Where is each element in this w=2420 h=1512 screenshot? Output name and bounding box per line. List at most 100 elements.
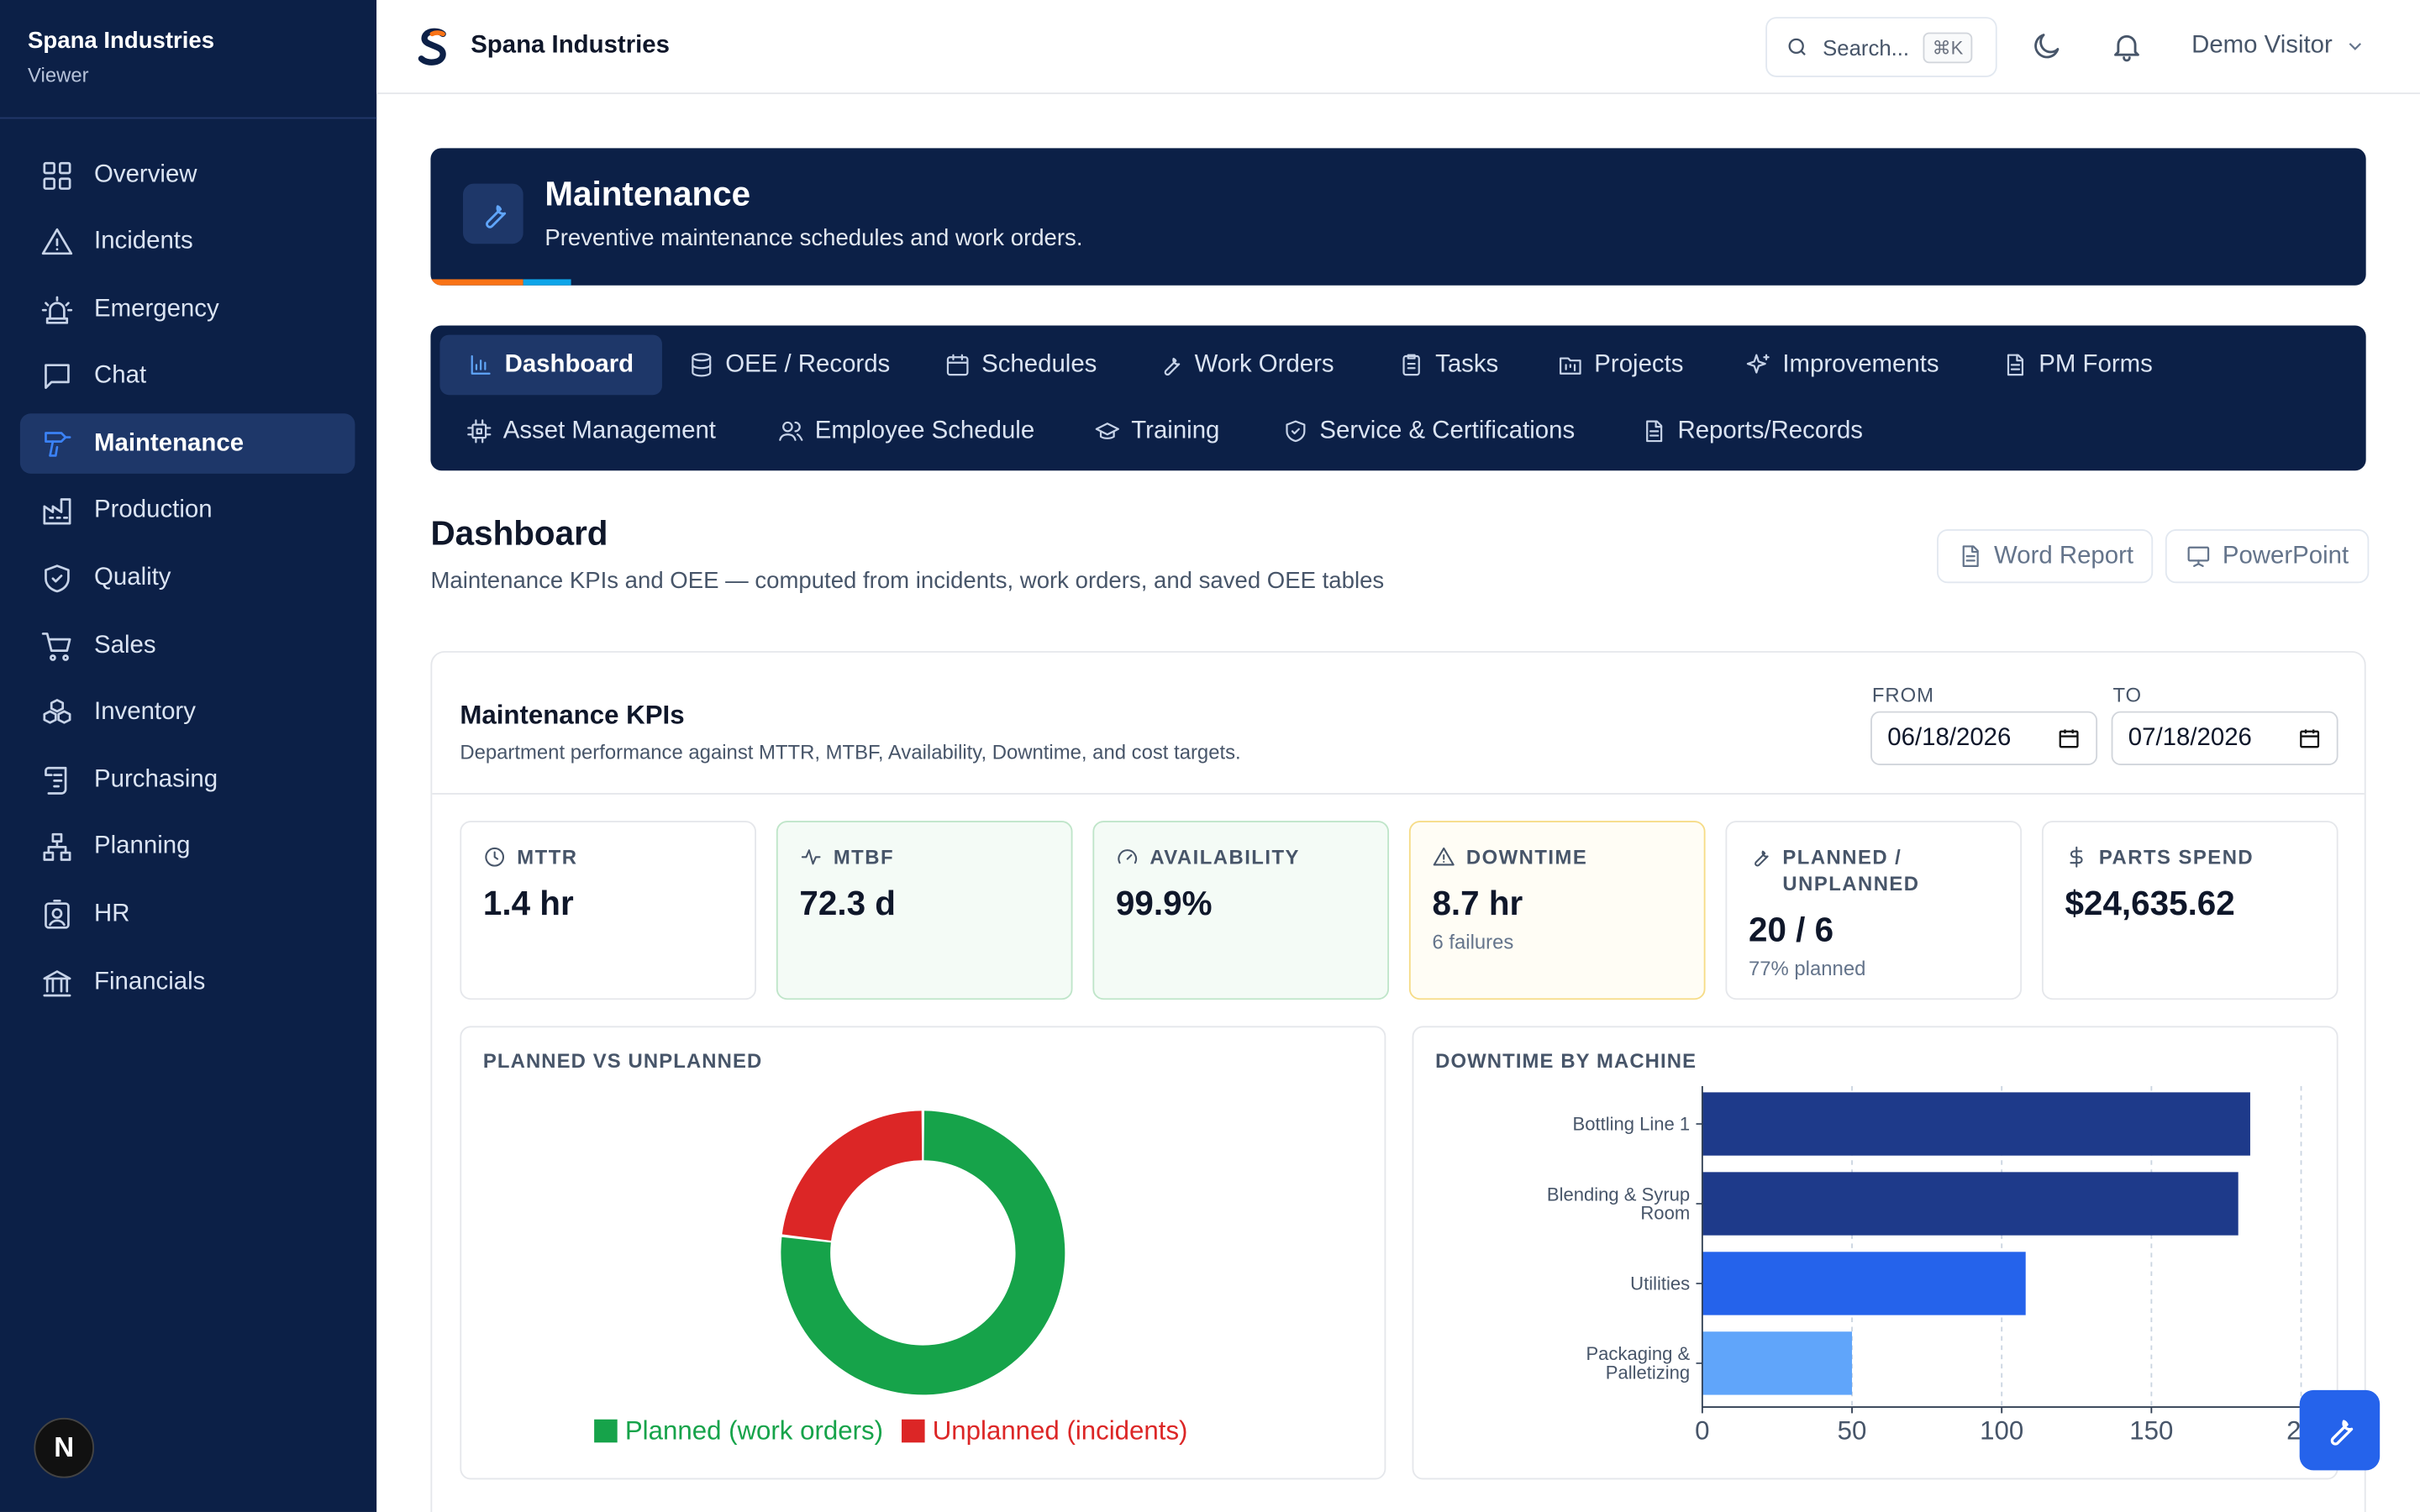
search-placeholder: Search... bbox=[1823, 34, 1910, 60]
kpi-value: 20 / 6 bbox=[1748, 910, 1834, 949]
chart-title: PLANNED VS UNPLANNED bbox=[482, 1048, 763, 1073]
sidebar-user-role: Viewer bbox=[28, 63, 89, 87]
sidebar-item-chat[interactable]: Chat bbox=[20, 347, 355, 407]
kpi-planned-unplanned: PLANNED / UNPLANNED 20 / 6 77% planned bbox=[1725, 821, 2023, 1000]
scroll-icon bbox=[45, 766, 67, 795]
kpi-mtbf: MTBF 72.3 d bbox=[776, 821, 1073, 1000]
sidebar-item-overview[interactable]: Overview bbox=[20, 145, 355, 206]
bar[interactable] bbox=[1702, 1331, 1853, 1395]
word-report-button[interactable]: Word Report bbox=[1937, 528, 2154, 584]
sidebar-item-label: Maintenance bbox=[94, 430, 245, 457]
tab-pm-forms[interactable]: PM Forms bbox=[1974, 335, 2181, 396]
kpi-label-row: PARTS SPEND bbox=[2065, 844, 2316, 870]
database-icon bbox=[692, 353, 712, 377]
tab-label: Employee Schedule bbox=[814, 417, 1035, 444]
kpi-label-row: PLANNED / UNPLANNED bbox=[1749, 844, 1999, 896]
alert-triangle-icon bbox=[41, 228, 73, 255]
presentation-icon bbox=[2187, 546, 2210, 567]
to-label: TO bbox=[2112, 683, 2143, 707]
grid-icon bbox=[43, 160, 71, 189]
tab-label: Training bbox=[1131, 417, 1220, 444]
tab-service-certifications[interactable]: Service & Certifications bbox=[1255, 402, 1602, 462]
search-icon bbox=[1788, 38, 1806, 56]
avatar[interactable]: N bbox=[34, 1417, 95, 1478]
user-menu[interactable]: Demo Visitor bbox=[2191, 33, 2366, 60]
kpi-label: MTBF bbox=[833, 845, 895, 869]
from-label: FROM bbox=[1871, 683, 1934, 707]
sidebar-item-label: Overview bbox=[94, 160, 197, 188]
gauge-icon bbox=[1118, 849, 1138, 864]
file-text-icon bbox=[1962, 545, 1979, 567]
kpi-label: AVAILABILITY bbox=[1150, 845, 1300, 869]
search-input[interactable]: Search... ⌘K bbox=[1765, 17, 1997, 77]
sidebar-item-incidents[interactable]: Incidents bbox=[20, 213, 355, 273]
kpi-label: DOWNTIME bbox=[1465, 845, 1588, 869]
id-badge-icon bbox=[45, 900, 70, 929]
sidebar-item-hr[interactable]: HR bbox=[20, 885, 355, 945]
card-subtitle: Department performance against MTTR, MTB… bbox=[460, 740, 1241, 764]
section-subtitle: Maintenance KPIs and OEE — computed from… bbox=[430, 567, 1385, 595]
maintenance-fab-button[interactable] bbox=[2299, 1389, 2381, 1471]
folder-kanban-icon bbox=[1560, 357, 1581, 375]
tab-tasks[interactable]: Tasks bbox=[1370, 335, 1526, 396]
bar[interactable] bbox=[1702, 1172, 2238, 1236]
legend-label: Planned (work orders) bbox=[625, 1416, 883, 1446]
sidebar-item-emergency[interactable]: Emergency bbox=[20, 280, 355, 340]
bar[interactable] bbox=[1702, 1252, 2026, 1315]
tab-label: Work Orders bbox=[1194, 350, 1334, 378]
siren-icon bbox=[41, 296, 73, 324]
legend-label: Unplanned (incidents) bbox=[933, 1416, 1188, 1446]
tab-improvements[interactable]: Improvements bbox=[1718, 335, 1966, 396]
sidebar-item-label: HR bbox=[94, 900, 130, 927]
donut-slice[interactable] bbox=[781, 1110, 923, 1242]
tab-label: Dashboard bbox=[504, 350, 634, 378]
sidebar-item-planning[interactable]: Planning bbox=[20, 817, 355, 878]
graduation-cap-icon bbox=[1095, 423, 1119, 439]
sidebar-item-purchasing[interactable]: Purchasing bbox=[20, 750, 355, 811]
sidebar-item-label: Production bbox=[94, 497, 213, 524]
tab-work-orders[interactable]: Work Orders bbox=[1129, 335, 1361, 396]
to-date-input[interactable]: 07/18/2026 bbox=[2111, 711, 2338, 766]
tab-training[interactable]: Training bbox=[1066, 402, 1247, 462]
cpu-icon bbox=[467, 419, 492, 444]
y-tick-label: Room bbox=[1640, 1202, 1690, 1223]
tab-asset-management[interactable]: Asset Management bbox=[439, 402, 744, 462]
sidebar-item-inventory[interactable]: Inventory bbox=[20, 683, 355, 743]
user-name: Demo Visitor bbox=[2191, 32, 2333, 59]
powerpoint-button[interactable]: PowerPoint bbox=[2165, 528, 2370, 584]
kpi-label-row: MTBF bbox=[799, 844, 1050, 870]
bank-icon bbox=[43, 969, 71, 996]
y-tick-label: Blending & Syrup bbox=[1547, 1184, 1690, 1205]
tab-label: Reports/Records bbox=[1677, 417, 1863, 444]
planned-vs-unplanned-panel: PLANNED VS UNPLANNED Planned (work order… bbox=[460, 1026, 1386, 1480]
from-date-value: 06/18/2026 bbox=[1887, 724, 2012, 751]
tab-oee-records[interactable]: OEE / Records bbox=[660, 335, 918, 396]
sidebar-item-label: Financials bbox=[94, 968, 206, 995]
kpi-label-row: DOWNTIME bbox=[1432, 844, 1682, 870]
tab-reports-records[interactable]: Reports/Records bbox=[1612, 402, 1891, 462]
kpi-label-row: AVAILABILITY bbox=[1116, 844, 1366, 870]
legend-swatch bbox=[902, 1419, 925, 1443]
donut-slice[interactable] bbox=[781, 1110, 1065, 1395]
button-label: Word Report bbox=[1994, 542, 2134, 569]
button-label: PowerPoint bbox=[2222, 542, 2349, 569]
sidebar-item-maintenance[interactable]: Maintenance bbox=[19, 413, 355, 475]
sidebar-item-sales[interactable]: Sales bbox=[20, 616, 355, 676]
tab-schedules[interactable]: Schedules bbox=[917, 335, 1124, 396]
bell-icon[interactable] bbox=[2110, 29, 2144, 63]
kpi-value: 72.3 d bbox=[799, 884, 896, 923]
tab-projects[interactable]: Projects bbox=[1529, 335, 1711, 396]
moon-icon[interactable] bbox=[2029, 29, 2063, 63]
network-icon bbox=[43, 833, 71, 862]
sidebar-item-quality[interactable]: Quality bbox=[20, 549, 355, 609]
sidebar-item-production[interactable]: Production bbox=[20, 481, 355, 542]
tab-dashboard[interactable]: Dashboard bbox=[439, 334, 662, 396]
tab-employee-schedule[interactable]: Employee Schedule bbox=[750, 402, 1063, 462]
chart-title: DOWNTIME BY MACHINE bbox=[1435, 1048, 1697, 1073]
top-bar: Spana Industries Search... ⌘K Demo Visit… bbox=[376, 0, 2420, 95]
from-date-input[interactable]: 06/18/2026 bbox=[1870, 711, 2098, 766]
sparkles-icon bbox=[1746, 354, 1770, 374]
bar[interactable] bbox=[1702, 1092, 2250, 1156]
sidebar-item-financials[interactable]: Financials bbox=[20, 952, 355, 1012]
